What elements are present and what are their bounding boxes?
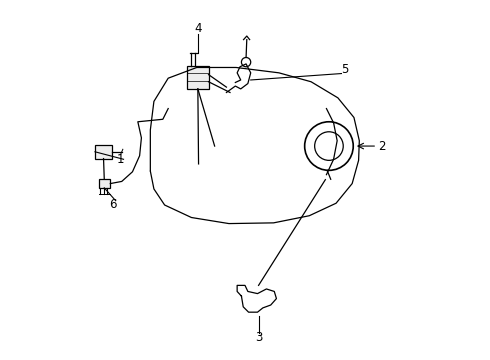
Bar <box>95 145 112 158</box>
Text: 6: 6 <box>109 198 117 211</box>
Bar <box>187 66 209 89</box>
Text: 5: 5 <box>342 63 349 76</box>
Text: 4: 4 <box>194 22 201 35</box>
Bar <box>98 179 110 188</box>
Text: 2: 2 <box>378 140 385 153</box>
Text: 1: 1 <box>117 153 124 166</box>
Text: 3: 3 <box>255 331 262 344</box>
